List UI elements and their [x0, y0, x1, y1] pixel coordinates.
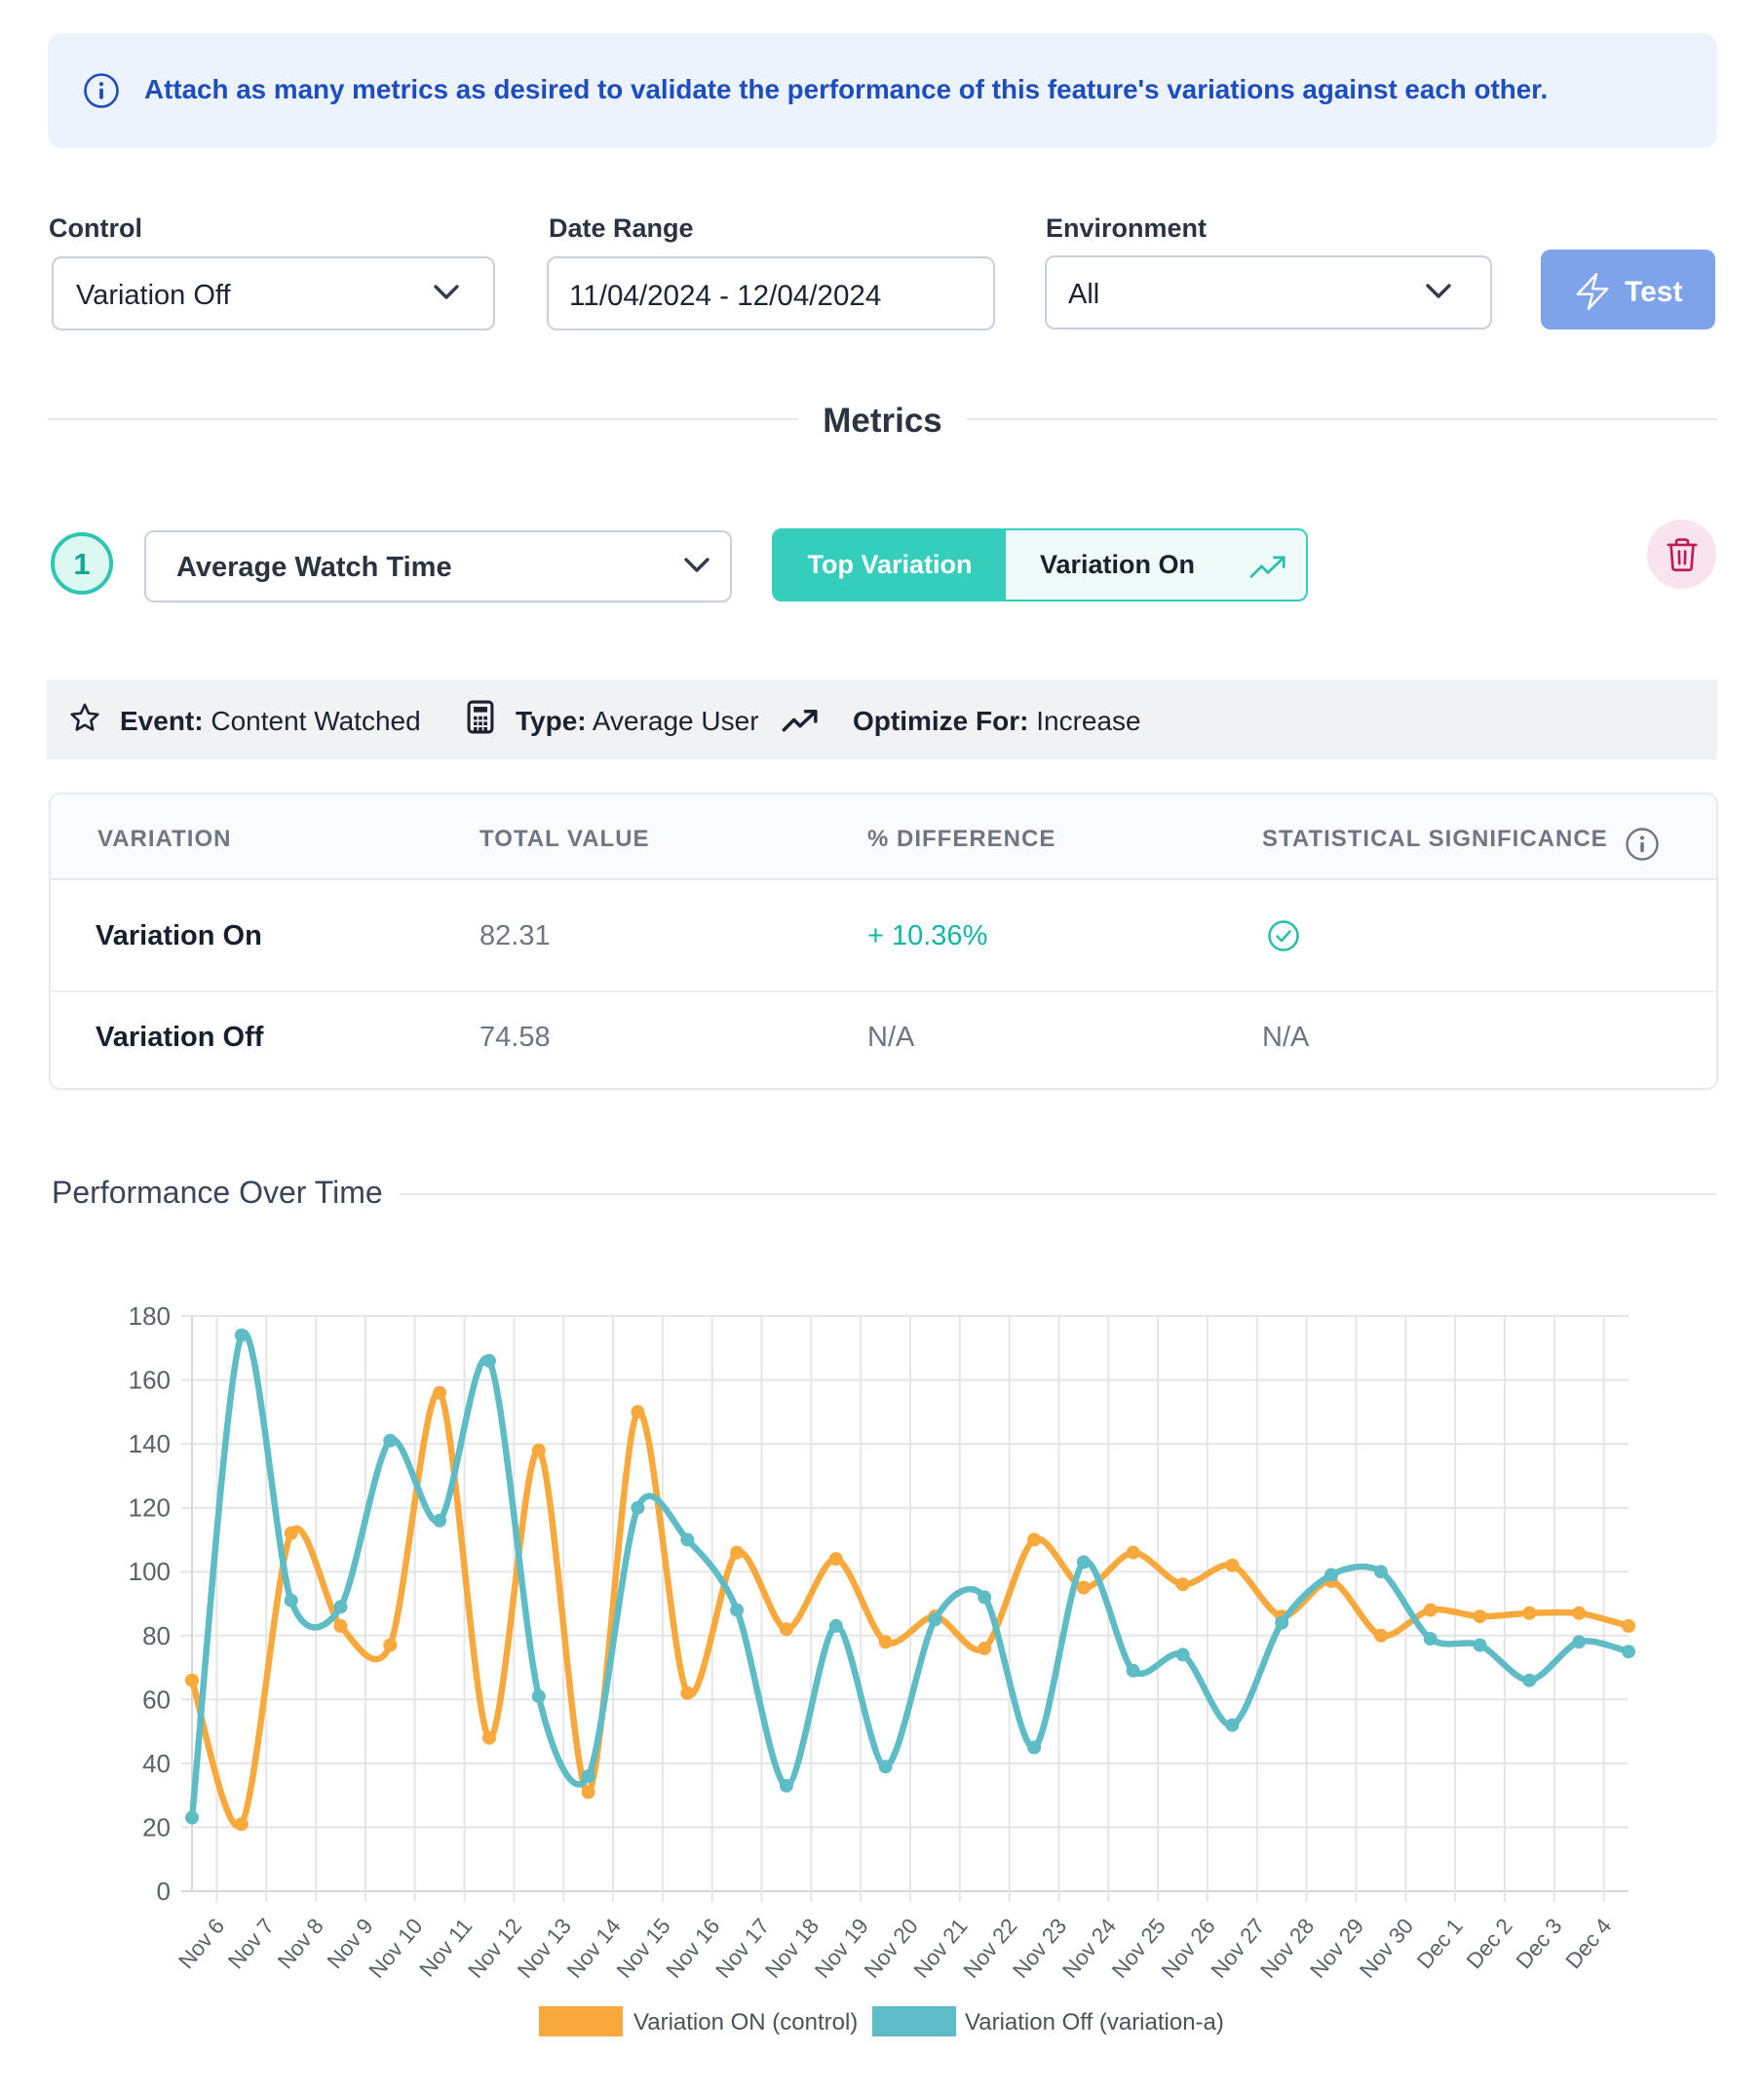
svg-text:20: 20 [142, 1812, 171, 1841]
svg-text:180: 180 [129, 1301, 171, 1331]
svg-text:Dec 4: Dec 4 [1560, 1914, 1616, 1973]
svg-text:Nov 6: Nov 6 [173, 1914, 229, 1973]
svg-text:Nov 29: Nov 29 [1305, 1914, 1368, 1983]
svg-text:Nov 20: Nov 20 [860, 1914, 923, 1983]
svg-text:Dec 2: Dec 2 [1462, 1914, 1517, 1973]
svg-text:Nov 18: Nov 18 [760, 1914, 824, 1983]
svg-text:160: 160 [129, 1366, 171, 1395]
svg-text:Nov 24: Nov 24 [1057, 1914, 1121, 1983]
svg-text:Nov 23: Nov 23 [1008, 1914, 1071, 1983]
svg-text:Nov 10: Nov 10 [364, 1914, 428, 1983]
svg-text:100: 100 [129, 1557, 171, 1586]
svg-text:Nov 12: Nov 12 [463, 1914, 526, 1983]
svg-text:Dec 3: Dec 3 [1512, 1914, 1567, 1973]
svg-text:Nov 7: Nov 7 [223, 1914, 279, 1973]
svg-text:0: 0 [157, 1877, 171, 1906]
svg-text:60: 60 [142, 1685, 171, 1714]
svg-text:Nov 30: Nov 30 [1355, 1914, 1418, 1983]
svg-text:Variation ON (control): Variation ON (control) [633, 2009, 858, 2035]
svg-text:Nov 28: Nov 28 [1255, 1914, 1319, 1983]
svg-text:Nov 22: Nov 22 [959, 1914, 1022, 1983]
svg-text:Nov 13: Nov 13 [513, 1914, 576, 1983]
svg-text:Variation Off (variation-a): Variation Off (variation-a) [965, 2009, 1224, 2035]
svg-text:Nov 26: Nov 26 [1157, 1914, 1220, 1983]
svg-text:140: 140 [129, 1429, 171, 1458]
svg-text:Dec 1: Dec 1 [1412, 1914, 1468, 1973]
svg-text:Nov 25: Nov 25 [1107, 1914, 1170, 1983]
svg-text:Nov 21: Nov 21 [909, 1914, 973, 1983]
svg-text:Nov 8: Nov 8 [273, 1914, 328, 1973]
svg-text:Nov 16: Nov 16 [662, 1914, 725, 1983]
svg-text:120: 120 [129, 1493, 171, 1523]
svg-text:Nov 17: Nov 17 [710, 1914, 774, 1983]
svg-text:40: 40 [142, 1749, 171, 1778]
svg-text:Nov 27: Nov 27 [1207, 1914, 1270, 1983]
svg-text:Nov 19: Nov 19 [810, 1914, 873, 1983]
svg-text:80: 80 [142, 1621, 171, 1650]
svg-text:Nov 15: Nov 15 [612, 1914, 675, 1983]
svg-text:Nov 14: Nov 14 [562, 1914, 626, 1983]
